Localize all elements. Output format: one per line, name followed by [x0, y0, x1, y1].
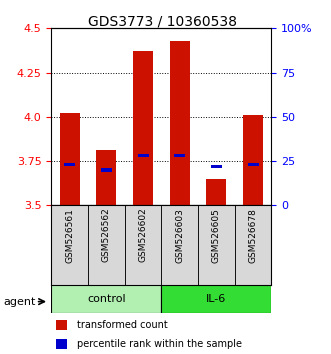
Bar: [161, 285, 271, 313]
Bar: [96, 150, 117, 205]
Text: control: control: [87, 294, 126, 304]
Bar: [169, 41, 190, 205]
Text: GSM526603: GSM526603: [175, 208, 184, 263]
Text: agent: agent: [3, 297, 36, 307]
Bar: [211, 165, 222, 168]
Text: GSM526561: GSM526561: [65, 208, 74, 263]
Bar: [174, 154, 185, 157]
Text: GSM526678: GSM526678: [249, 208, 258, 263]
Bar: [56, 320, 68, 330]
Text: GSM526605: GSM526605: [212, 208, 221, 263]
Bar: [161, 205, 198, 285]
Bar: [88, 205, 125, 285]
Bar: [51, 205, 88, 285]
Bar: [133, 51, 153, 205]
Bar: [137, 154, 149, 157]
Bar: [64, 163, 75, 166]
Text: GSM526562: GSM526562: [102, 208, 111, 262]
Bar: [125, 205, 161, 285]
Text: transformed count: transformed count: [77, 320, 167, 330]
Bar: [235, 205, 271, 285]
Bar: [60, 113, 80, 205]
Bar: [248, 163, 259, 166]
Text: percentile rank within the sample: percentile rank within the sample: [77, 339, 242, 349]
Bar: [101, 169, 112, 171]
Text: GSM526602: GSM526602: [138, 208, 148, 262]
Text: IL-6: IL-6: [206, 294, 226, 304]
Bar: [56, 339, 68, 349]
Bar: [206, 179, 226, 205]
Bar: [51, 285, 161, 313]
Bar: [198, 205, 235, 285]
Text: GDS3773 / 10360538: GDS3773 / 10360538: [88, 14, 237, 28]
Bar: [243, 115, 263, 205]
